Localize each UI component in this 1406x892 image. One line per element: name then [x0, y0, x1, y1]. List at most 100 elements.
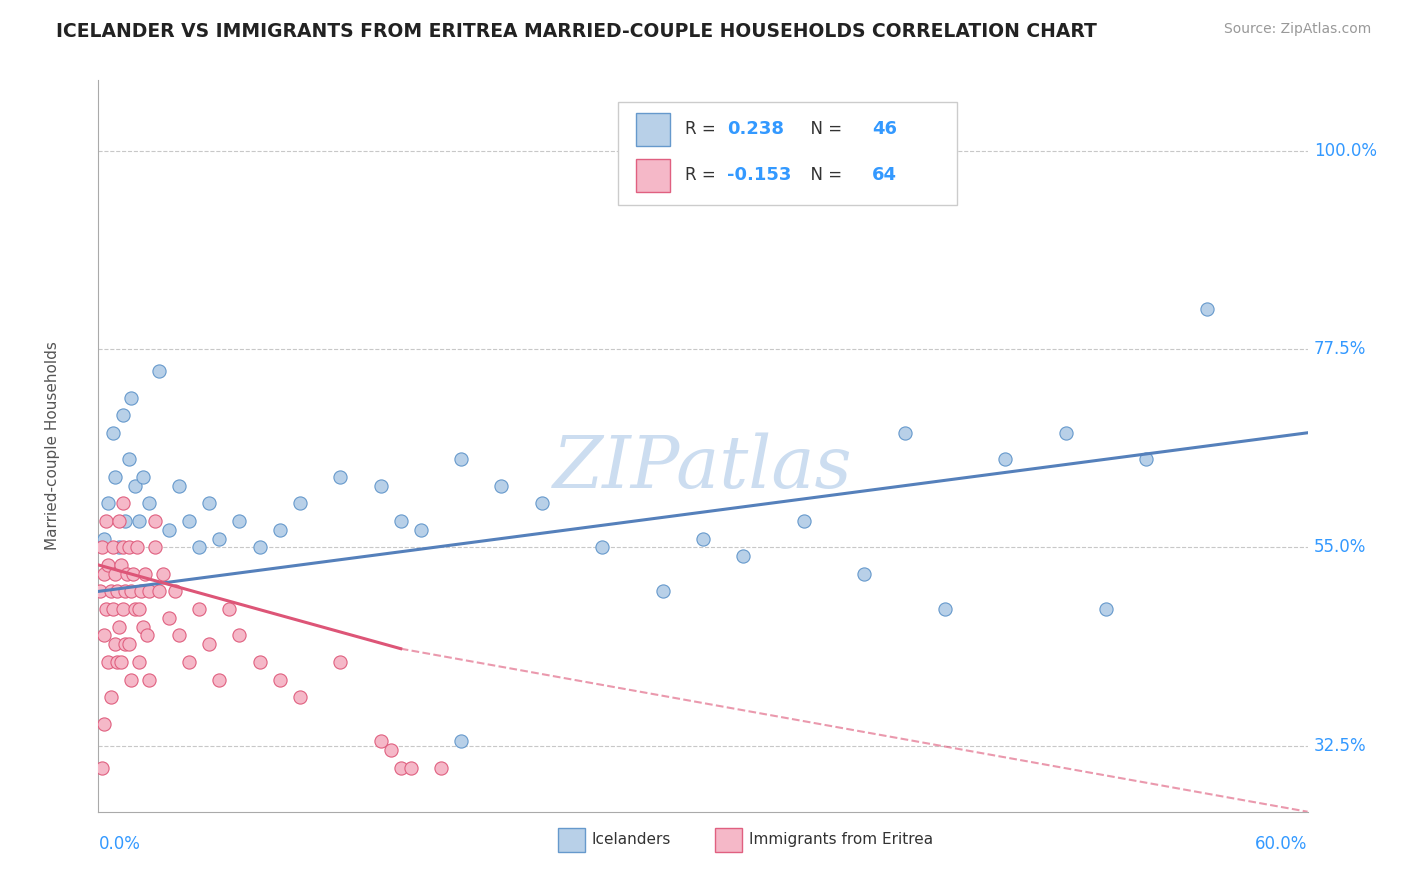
- Point: [128, 602, 150, 616]
- Point: [148, 584, 170, 599]
- Point: [96, 602, 118, 616]
- Text: R =: R =: [685, 167, 721, 185]
- Point: [138, 584, 160, 599]
- Point: [128, 655, 150, 669]
- Point: [591, 541, 613, 555]
- Point: [91, 541, 114, 555]
- Point: [118, 541, 141, 555]
- Point: [118, 452, 141, 467]
- Point: [1135, 452, 1157, 467]
- Point: [105, 584, 128, 599]
- Text: 0.0%: 0.0%: [98, 835, 141, 853]
- Text: ZIPatlas: ZIPatlas: [553, 433, 853, 503]
- Point: [138, 673, 160, 687]
- Point: [228, 628, 250, 642]
- FancyBboxPatch shape: [637, 159, 671, 192]
- Point: [89, 584, 111, 599]
- FancyBboxPatch shape: [716, 828, 742, 852]
- Point: [135, 628, 157, 642]
- Point: [1195, 302, 1218, 317]
- Text: 60.0%: 60.0%: [1256, 835, 1308, 853]
- Point: [249, 541, 271, 555]
- Point: [994, 452, 1017, 467]
- Point: [132, 470, 155, 484]
- Point: [329, 655, 352, 669]
- Point: [651, 161, 673, 176]
- Point: [114, 637, 136, 651]
- Point: [893, 425, 915, 440]
- Point: [269, 673, 291, 687]
- Point: [120, 391, 142, 405]
- Point: [228, 514, 250, 528]
- FancyBboxPatch shape: [558, 828, 585, 852]
- Point: [450, 452, 472, 467]
- Text: 100.0%: 100.0%: [1313, 142, 1376, 160]
- Point: [269, 523, 291, 537]
- Point: [530, 496, 553, 510]
- Point: [107, 514, 129, 528]
- Point: [692, 532, 714, 546]
- Text: 55.0%: 55.0%: [1313, 539, 1367, 557]
- Point: [97, 655, 120, 669]
- Point: [380, 743, 402, 757]
- Point: [124, 602, 146, 616]
- Point: [125, 541, 148, 555]
- Point: [288, 496, 311, 510]
- Point: [120, 584, 142, 599]
- Point: [129, 584, 152, 599]
- Point: [97, 496, 120, 510]
- Point: [370, 734, 392, 748]
- Point: [198, 496, 221, 510]
- Point: [93, 532, 115, 546]
- Point: [100, 584, 122, 599]
- Text: 64: 64: [872, 167, 897, 185]
- Point: [329, 470, 352, 484]
- Point: [179, 514, 201, 528]
- Point: [249, 655, 271, 669]
- Point: [188, 541, 211, 555]
- Point: [93, 566, 115, 581]
- Point: [167, 628, 190, 642]
- Point: [491, 478, 513, 492]
- FancyBboxPatch shape: [619, 103, 957, 204]
- Point: [167, 478, 190, 492]
- Point: [143, 541, 166, 555]
- Text: 77.5%: 77.5%: [1313, 340, 1367, 358]
- Point: [111, 408, 134, 422]
- Point: [93, 716, 115, 731]
- FancyBboxPatch shape: [637, 112, 671, 145]
- Point: [179, 655, 201, 669]
- Text: R =: R =: [685, 120, 721, 138]
- Text: 32.5%: 32.5%: [1313, 737, 1367, 755]
- Text: N =: N =: [800, 167, 846, 185]
- Point: [157, 523, 180, 537]
- Point: [651, 584, 673, 599]
- Text: Married-couple Households: Married-couple Households: [45, 342, 60, 550]
- Point: [389, 761, 412, 775]
- Point: [288, 690, 311, 705]
- Point: [101, 602, 124, 616]
- Point: [101, 541, 124, 555]
- Point: [148, 364, 170, 378]
- Point: [218, 602, 240, 616]
- Point: [208, 673, 231, 687]
- Point: [101, 425, 124, 440]
- Point: [107, 620, 129, 634]
- Point: [103, 637, 125, 651]
- Point: [120, 673, 142, 687]
- Text: Source: ZipAtlas.com: Source: ZipAtlas.com: [1223, 22, 1371, 37]
- Point: [111, 541, 134, 555]
- Point: [143, 514, 166, 528]
- Point: [793, 514, 815, 528]
- Point: [934, 602, 956, 616]
- Point: [163, 584, 186, 599]
- Point: [370, 478, 392, 492]
- Point: [114, 514, 136, 528]
- Point: [121, 566, 143, 581]
- Point: [103, 566, 125, 581]
- Point: [152, 566, 174, 581]
- Point: [138, 496, 160, 510]
- Point: [118, 637, 141, 651]
- Point: [110, 558, 132, 572]
- Point: [208, 532, 231, 546]
